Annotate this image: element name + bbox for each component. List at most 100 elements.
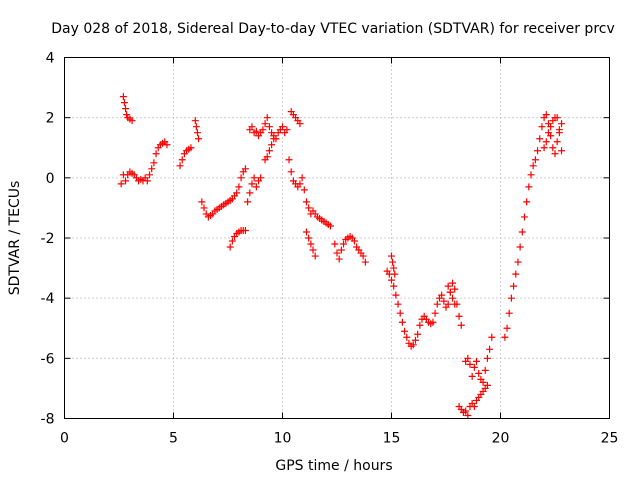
data-point [235, 183, 243, 191]
data-point [287, 168, 295, 176]
data-point [483, 381, 491, 389]
data-point [191, 117, 199, 125]
data-point [475, 369, 483, 377]
data-point [246, 189, 254, 197]
data-point [547, 123, 555, 131]
data-point [510, 282, 518, 290]
y-tick-label: 2 [46, 111, 55, 127]
data-point [361, 258, 369, 266]
axis-ticks: 0 5 10 15 20 25 -8 -6 -4 -2 0 2 4 [41, 51, 619, 447]
y-tick-label: -2 [41, 231, 55, 247]
data-point [228, 237, 236, 245]
data-point [444, 300, 452, 308]
data-point [176, 162, 184, 170]
x-tick-label: 0 [60, 431, 69, 447]
chart-title: Day 028 of 2018, Sidereal Day-to-day VTE… [51, 21, 615, 37]
data-point [525, 183, 533, 191]
data-point [457, 321, 465, 329]
data-point [411, 336, 419, 344]
data-point [409, 341, 417, 349]
data-point [507, 294, 515, 302]
data-point [270, 135, 278, 143]
data-point [326, 222, 334, 230]
data-point [226, 243, 234, 251]
data-point [248, 123, 256, 131]
data-point [536, 135, 544, 143]
data-point [388, 276, 395, 284]
data-point [252, 127, 260, 135]
data-point [122, 105, 130, 113]
data-point [440, 297, 448, 305]
data-point [553, 138, 561, 146]
y-tick-label: -4 [41, 291, 55, 307]
data-point [516, 243, 524, 251]
data-point [464, 411, 472, 419]
data-point [558, 120, 566, 128]
data-point [431, 309, 439, 317]
y-tick-label: -8 [41, 412, 55, 428]
data-point [479, 378, 487, 386]
data-point [544, 129, 552, 137]
data-point [390, 282, 398, 290]
data-point [429, 318, 437, 326]
data-point [501, 333, 509, 341]
data-point [250, 174, 258, 182]
data-point [505, 309, 513, 317]
data-point [396, 309, 404, 317]
data-point [538, 123, 546, 131]
data-point [394, 300, 402, 308]
data-point [279, 123, 286, 131]
y-axis-label: SDTVAR / TECUs [7, 181, 23, 296]
data-point [296, 120, 304, 128]
x-tick-label: 10 [274, 431, 292, 447]
data-point [296, 180, 304, 188]
data-point [187, 144, 195, 152]
data-point [248, 180, 256, 188]
data-point [470, 402, 478, 410]
data-point [438, 291, 446, 299]
data-point [337, 246, 345, 254]
data-point [486, 345, 494, 353]
data-point [198, 198, 206, 206]
data-point [449, 279, 457, 287]
data-point [193, 129, 201, 137]
data-point [285, 156, 293, 164]
data-point [233, 189, 241, 197]
data-point [542, 138, 550, 146]
data-point [390, 264, 398, 272]
data-point [446, 288, 454, 296]
data-point [123, 111, 131, 119]
data-point [534, 147, 542, 155]
data-point [150, 159, 158, 167]
grid [64, 57, 610, 419]
data-point [143, 177, 151, 185]
data-point [244, 198, 252, 206]
data-point [512, 270, 520, 278]
data-point [261, 120, 269, 128]
data-point [531, 156, 539, 164]
data-point [252, 183, 260, 191]
data-point [462, 407, 470, 415]
data-point [483, 354, 491, 362]
y-tick-label: -6 [41, 351, 55, 367]
data-point [146, 171, 154, 179]
data-point [542, 111, 550, 119]
data-point [302, 228, 310, 236]
data-point [359, 252, 367, 260]
data-point [433, 300, 441, 308]
data-point [514, 258, 522, 266]
y-tick-label: 4 [46, 51, 55, 67]
data-point [464, 354, 472, 362]
data-point [268, 141, 276, 149]
data-point [335, 255, 343, 263]
data-point [192, 123, 200, 131]
data-point [195, 135, 203, 143]
data-point [466, 360, 474, 368]
data-point [520, 213, 528, 221]
data-point [305, 234, 313, 242]
data-point [549, 144, 557, 152]
data-point [523, 198, 531, 206]
data-point [451, 300, 459, 308]
data-point [152, 150, 160, 158]
data-point [283, 126, 291, 134]
